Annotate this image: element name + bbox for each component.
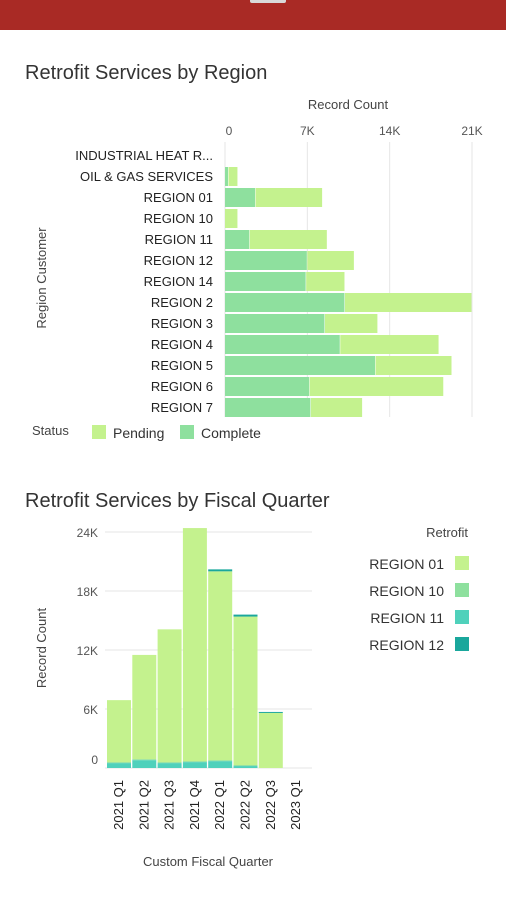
bar-segment	[157, 762, 182, 764]
x-tick-label: 2021 Q4	[187, 780, 202, 830]
bar-segment	[310, 398, 363, 417]
bar-segment	[225, 356, 376, 375]
bar-segment	[258, 711, 283, 713]
legend-label: Pending	[113, 425, 164, 441]
legend-swatch	[180, 425, 194, 439]
y-tick-label: REGION 11	[145, 232, 213, 247]
legend-label: REGION 12	[369, 637, 444, 653]
y-tick-label: REGION 7	[151, 400, 213, 415]
bar-segment	[375, 356, 452, 375]
y-tick-label: REGION 2	[151, 295, 213, 310]
bar-segment	[132, 654, 157, 760]
bar-segment	[107, 763, 131, 768]
bar-segment	[208, 761, 233, 768]
bar-segment	[107, 762, 131, 764]
bar-segment	[233, 616, 258, 766]
legend-title: Retrofit	[426, 525, 468, 540]
x-tick-label: 14K	[379, 124, 400, 138]
legend-swatch	[455, 610, 469, 624]
bar-segment	[182, 762, 207, 768]
bar-segment	[157, 629, 182, 763]
x-tick-label: 21K	[461, 124, 482, 138]
legend-label: REGION 10	[369, 583, 444, 599]
y-tick-label: OIL & GAS SERVICES	[80, 169, 213, 184]
bar-segment	[225, 293, 345, 312]
y-tick-label: REGION 3	[151, 316, 213, 331]
legend-label: Complete	[201, 425, 261, 441]
bar-segment	[233, 766, 258, 768]
bar-segment	[249, 230, 327, 249]
bar-segment	[225, 398, 311, 417]
y-tick-label: REGION 6	[151, 379, 213, 394]
x-tick-label: 2021 Q2	[136, 780, 151, 830]
y-tick-label: REGION 14	[144, 274, 213, 289]
y-tick-label: REGION 4	[151, 337, 213, 352]
bar-segment	[225, 314, 325, 333]
y-tick-label: 6K	[83, 703, 98, 717]
bar-segment	[228, 167, 238, 186]
bar-segment	[208, 569, 233, 572]
y-axis-title: Record Count	[34, 608, 49, 689]
bar-segment	[306, 272, 345, 291]
bar-segment	[132, 760, 157, 768]
legend-swatch	[455, 637, 469, 651]
y-tick-label: 24K	[77, 526, 98, 540]
y-tick-label: INDUSTRIAL HEAT R...	[75, 148, 213, 163]
legend-swatch	[455, 556, 469, 570]
bar-segment	[225, 377, 310, 396]
x-tick-label: 2022 Q2	[238, 780, 253, 830]
legend-swatch	[455, 583, 469, 597]
bar-segment	[157, 763, 182, 768]
bar-segment	[340, 335, 439, 354]
bar-segment	[233, 614, 258, 617]
legend-label: REGION 11	[370, 610, 444, 626]
bar-segment	[107, 700, 131, 763]
bar-segment	[309, 377, 444, 396]
x-tick-label: 7K	[300, 124, 315, 138]
bar-segment	[255, 188, 323, 207]
y-tick-label: REGION 12	[144, 253, 213, 268]
bar-segment	[182, 528, 207, 762]
bar-segment	[225, 209, 238, 228]
y-tick-label: REGION 10	[144, 211, 213, 226]
x-tick-label: 2021 Q3	[162, 780, 177, 830]
y-tick-label: REGION 5	[151, 358, 213, 373]
app-header-bar	[0, 0, 506, 30]
bar-segment	[225, 272, 306, 291]
chart2-title: Retrofit Services by Fiscal Quarter	[25, 490, 330, 512]
bar-segment	[208, 571, 233, 761]
x-tick-label: 2021 Q1	[111, 780, 126, 830]
bar-segment	[132, 759, 157, 761]
chart1-title: Retrofit Services by Region	[25, 62, 268, 84]
bar-segment	[225, 230, 250, 249]
x-tick-label: 2022 Q3	[263, 780, 278, 830]
bar-segment	[208, 760, 233, 762]
x-tick-label: 2022 Q1	[212, 780, 227, 830]
x-axis-title: Record Count	[308, 97, 389, 112]
bar-segment	[182, 761, 207, 763]
y-tick-label: REGION 01	[144, 190, 213, 205]
y-tick-label: 12K	[77, 644, 98, 658]
bar-segment	[344, 293, 472, 312]
bar-segment	[233, 765, 258, 767]
x-tick-label: 0	[226, 124, 233, 138]
y-tick-label: 18K	[77, 585, 98, 599]
bar-segment	[225, 188, 256, 207]
legend-title: Status	[32, 423, 69, 438]
bar-segment	[324, 314, 378, 333]
legend-swatch	[92, 425, 106, 439]
drag-handle[interactable]	[250, 0, 286, 3]
region-bar-chart[interactable]: Record Count 0 7K 14K 21K INDUSTRIAL HEAT R..…	[0, 0, 506, 460]
y-axis-title: Region Customer	[34, 227, 49, 329]
bar-segment	[225, 251, 307, 270]
bar-segment	[307, 251, 354, 270]
y-tick-label: 0	[91, 753, 98, 767]
legend-label: REGION 01	[369, 556, 444, 572]
bar-segment	[225, 167, 229, 186]
x-tick-label: 2023 Q1	[288, 780, 303, 830]
bar-segment	[258, 712, 283, 768]
bar-segment	[225, 335, 340, 354]
x-axis-title: Custom Fiscal Quarter	[143, 854, 274, 869]
